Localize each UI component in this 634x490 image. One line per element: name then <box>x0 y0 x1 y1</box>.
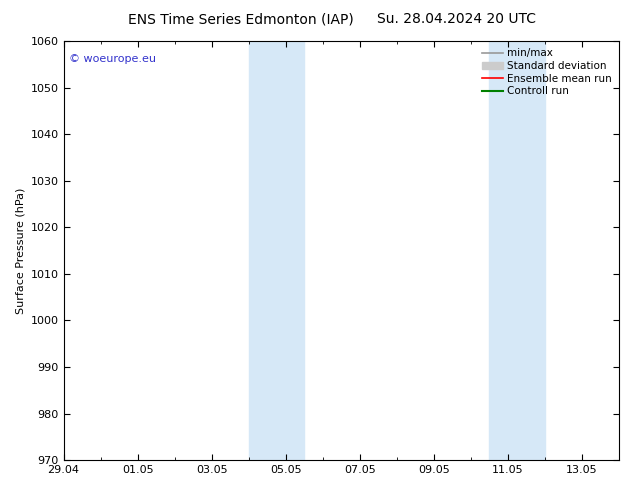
Y-axis label: Surface Pressure (hPa): Surface Pressure (hPa) <box>15 187 25 314</box>
Legend: min/max, Standard deviation, Ensemble mean run, Controll run: min/max, Standard deviation, Ensemble me… <box>480 46 614 98</box>
Text: © woeurope.eu: © woeurope.eu <box>69 53 156 64</box>
Bar <box>489 41 545 460</box>
Text: ENS Time Series Edmonton (IAP): ENS Time Series Edmonton (IAP) <box>128 12 354 26</box>
Bar <box>249 41 304 460</box>
Text: Su. 28.04.2024 20 UTC: Su. 28.04.2024 20 UTC <box>377 12 536 26</box>
